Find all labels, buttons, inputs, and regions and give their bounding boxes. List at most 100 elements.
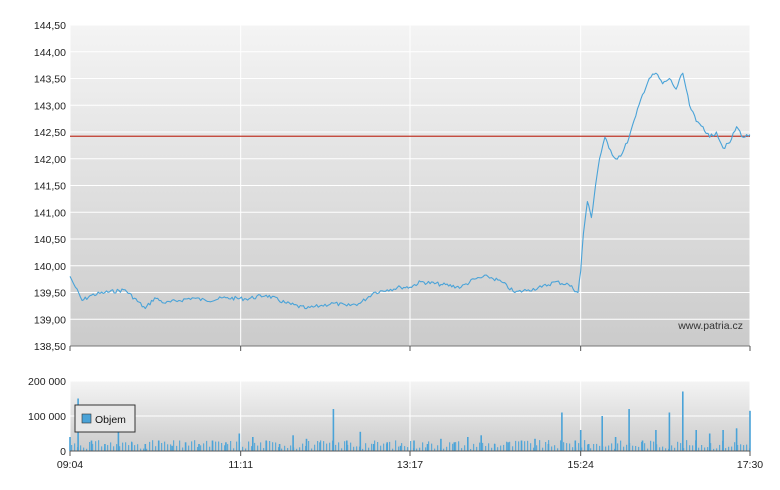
volume-bar-minor bbox=[248, 441, 250, 451]
volume-bar-minor bbox=[578, 443, 580, 451]
volume-bar-minor bbox=[260, 442, 262, 451]
legend-swatch bbox=[81, 413, 92, 424]
volume-bar-minor bbox=[608, 445, 610, 451]
volume-bar-minor bbox=[98, 440, 100, 451]
volume-bar-minor bbox=[341, 448, 343, 451]
volume-bar-minor bbox=[299, 447, 301, 451]
volume-bar-minor bbox=[629, 443, 631, 451]
volume-bar-minor bbox=[329, 442, 331, 451]
volume-bar-minor bbox=[461, 448, 463, 451]
volume-bar-minor bbox=[71, 445, 73, 451]
volume-bar-minor bbox=[527, 440, 529, 451]
volume-bar-minor bbox=[656, 444, 658, 451]
volume-bar-minor bbox=[179, 440, 181, 451]
volume-bar-minor bbox=[617, 443, 619, 451]
volume-bar bbox=[534, 438, 536, 452]
volume-bar-minor bbox=[359, 446, 361, 451]
volume-bar-minor bbox=[224, 445, 226, 451]
volume-bar-minor bbox=[368, 447, 370, 451]
volume-bar-minor bbox=[176, 445, 178, 451]
watermark-text[interactable]: www.patria.cz bbox=[677, 320, 743, 332]
volume-bar-minor bbox=[593, 444, 595, 451]
volume-bar-minor bbox=[386, 443, 388, 451]
volume-bar-minor bbox=[113, 446, 115, 451]
volume-bar-minor bbox=[458, 441, 460, 451]
volume-bar-minor bbox=[143, 448, 145, 451]
volume-bar-minor bbox=[521, 444, 523, 451]
volume-y-axis: 200 000 100 000 0 bbox=[28, 376, 66, 458]
volume-bar-minor bbox=[194, 440, 196, 451]
volume-bar-minor bbox=[716, 448, 718, 451]
volume-y-tick-label: 200 000 bbox=[28, 376, 66, 388]
volume-bar-minor bbox=[344, 441, 346, 451]
volume-bar-minor bbox=[659, 447, 661, 451]
volume-bar-minor bbox=[140, 448, 142, 451]
volume-bar-minor bbox=[185, 445, 187, 451]
volume-bar-minor bbox=[452, 443, 454, 451]
volume-bar-minor bbox=[467, 441, 469, 451]
volume-bar-minor bbox=[698, 447, 700, 451]
volume-bar-minor bbox=[404, 446, 406, 451]
volume-bar bbox=[225, 442, 227, 452]
volume-bar-minor bbox=[551, 446, 553, 451]
volume-bar-minor bbox=[80, 445, 82, 451]
volume-bar-minor bbox=[482, 442, 484, 451]
volume-bar-minor bbox=[638, 446, 640, 451]
volume-bar-minor bbox=[353, 446, 355, 451]
volume-bar-minor bbox=[233, 448, 235, 451]
volume-bar-minor bbox=[317, 441, 319, 451]
volume-bar-minor bbox=[653, 441, 655, 451]
price-y-tick-label: 143,00 bbox=[34, 100, 66, 112]
price-y-tick-label: 144,50 bbox=[34, 20, 66, 32]
volume-bar-minor bbox=[434, 448, 436, 451]
volume-bar-minor bbox=[554, 445, 556, 451]
volume-bar bbox=[90, 440, 93, 451]
volume-bar-minor bbox=[626, 444, 628, 451]
volume-bar-minor bbox=[476, 446, 478, 451]
volume-bar-minor bbox=[704, 447, 706, 451]
volume-bar-minor bbox=[590, 448, 592, 451]
volume-bar-minor bbox=[512, 446, 514, 451]
volume-bar-minor bbox=[314, 444, 316, 451]
volume-bar-minor bbox=[206, 440, 208, 451]
volume-bar-minor bbox=[674, 447, 676, 451]
volume-bar-minor bbox=[302, 443, 304, 451]
volume-bar bbox=[614, 437, 617, 451]
volume-bar bbox=[198, 444, 200, 451]
volume-bar-minor bbox=[290, 445, 292, 451]
volume-bar bbox=[641, 440, 644, 451]
volume-bar-minor bbox=[197, 447, 199, 451]
volume-bar bbox=[708, 433, 711, 451]
volume-bar-minor bbox=[137, 444, 139, 451]
volume-bar-minor bbox=[623, 446, 625, 451]
volume-bar-minor bbox=[710, 443, 712, 451]
volume-bar-minor bbox=[422, 442, 424, 451]
volume-bar bbox=[735, 428, 738, 452]
volume-bar-minor bbox=[569, 443, 571, 451]
volume-bar-minor bbox=[449, 442, 451, 451]
volume-bar-minor bbox=[218, 441, 220, 451]
volume-bar-minor bbox=[602, 446, 604, 451]
volume-bar-minor bbox=[134, 445, 136, 451]
volume-bar-minor bbox=[683, 448, 685, 451]
volume-bar-minor bbox=[254, 442, 256, 451]
volume-bar-minor bbox=[128, 445, 130, 451]
volume-bar-minor bbox=[725, 448, 727, 451]
volume-bar-minor bbox=[380, 445, 382, 451]
volume-bar bbox=[69, 437, 71, 451]
volume-bar-minor bbox=[281, 448, 283, 451]
volume-bar bbox=[682, 391, 684, 451]
volume-bar-minor bbox=[494, 443, 496, 451]
volume-bar-minor bbox=[509, 441, 511, 451]
volume-bar-minor bbox=[497, 447, 499, 451]
volume-bar-minor bbox=[164, 441, 166, 451]
volume-bar-minor bbox=[443, 448, 445, 451]
volume-bar-minor bbox=[539, 440, 541, 451]
volume-bar-minor bbox=[305, 446, 307, 451]
volume-bar-minor bbox=[110, 442, 112, 451]
volume-bar-minor bbox=[530, 443, 532, 451]
volume-bar-minor bbox=[533, 447, 535, 451]
volume-bar bbox=[426, 444, 429, 451]
price-x-axis bbox=[69, 346, 751, 351]
volume-bar bbox=[117, 430, 120, 451]
